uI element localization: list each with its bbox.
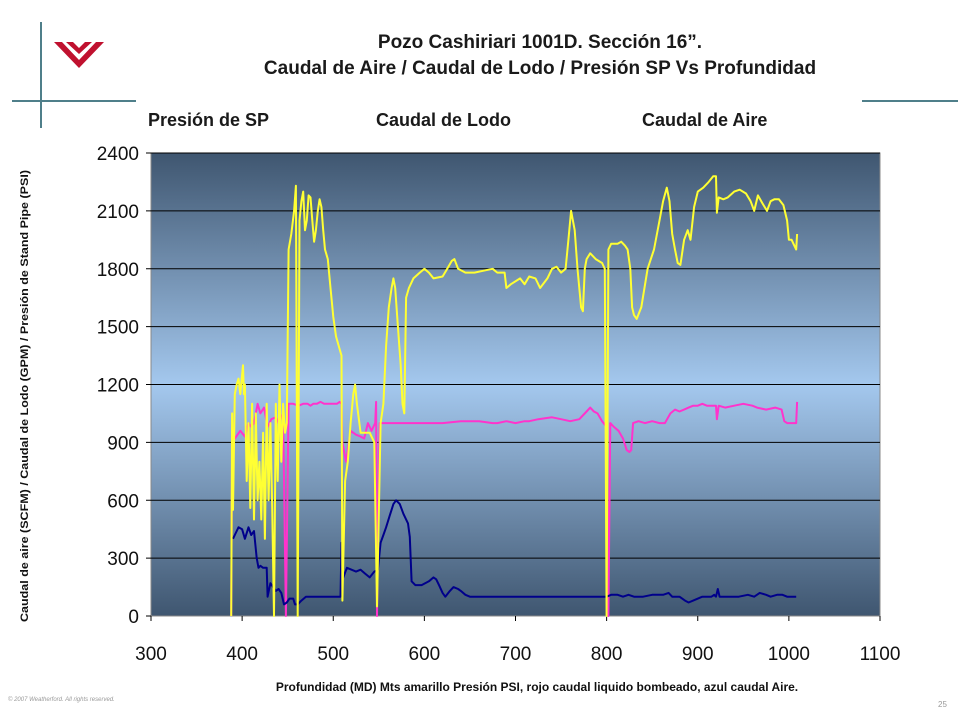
x-tick-label: 900	[682, 644, 714, 665]
x-tick-label: 700	[500, 644, 532, 665]
page-number: 25	[938, 700, 947, 709]
series-line-1	[230, 400, 799, 617]
x-tick-labels: 300 400 500 600 700 800 900 1000 1100	[135, 644, 900, 665]
deco-horizontal-line-left	[12, 100, 136, 102]
y-tick-label: 600	[107, 491, 139, 512]
x-tick-label: 600	[409, 644, 441, 665]
y-tick-label: 1500	[97, 318, 139, 339]
y-tick-label: 0	[128, 607, 139, 628]
x-tick-label: 1100	[860, 644, 901, 665]
deco-horizontal-line-right	[862, 100, 958, 102]
series-line-0	[230, 175, 799, 617]
y-tick-label: 1800	[97, 260, 139, 281]
chart-title-line2: Caudal de Aire / Caudal de Lodo / Presió…	[263, 58, 817, 79]
chart-title-line1: Pozo Cashiriari 1001D. Sección 16”.	[377, 32, 703, 53]
y-tick-label: 2100	[97, 202, 139, 223]
chart-title: Pozo Cashiriari 1001D. Sección 16”. Caud…	[150, 30, 930, 82]
x-tick-label: 500	[317, 644, 349, 665]
y-tick-labels: 0 300 600 900 1200 1500 1800 2100 2400	[97, 144, 139, 628]
series-label-aire: Caudal de Aire	[642, 110, 768, 130]
y-tick-label: 1200	[97, 376, 139, 397]
y-tick-label: 2400	[97, 144, 139, 165]
y-axis-label: Caudal de aire (SCFM) / Caudal de Lodo (…	[19, 170, 31, 622]
weatherford-logo-icon	[54, 42, 104, 68]
x-axis-label: Profundidad (MD) Mts amarillo Presión PS…	[276, 680, 798, 694]
x-tick-label: 1000	[768, 644, 810, 665]
y-tick-label: 300	[107, 549, 139, 570]
x-tick-label: 800	[591, 644, 623, 665]
copyright-footer: © 2007 Weatherford. All rights reserved.	[8, 697, 115, 703]
series-label-sp: Presión de SP	[148, 110, 270, 130]
x-tick-label: 400	[226, 644, 258, 665]
x-tick-label: 300	[135, 644, 167, 665]
series-lines	[230, 175, 799, 617]
series-label-lodo: Caudal de Lodo	[376, 110, 511, 130]
deco-vertical-line	[40, 22, 42, 128]
series-line-2	[232, 499, 797, 606]
y-tick-label: 900	[107, 433, 139, 454]
